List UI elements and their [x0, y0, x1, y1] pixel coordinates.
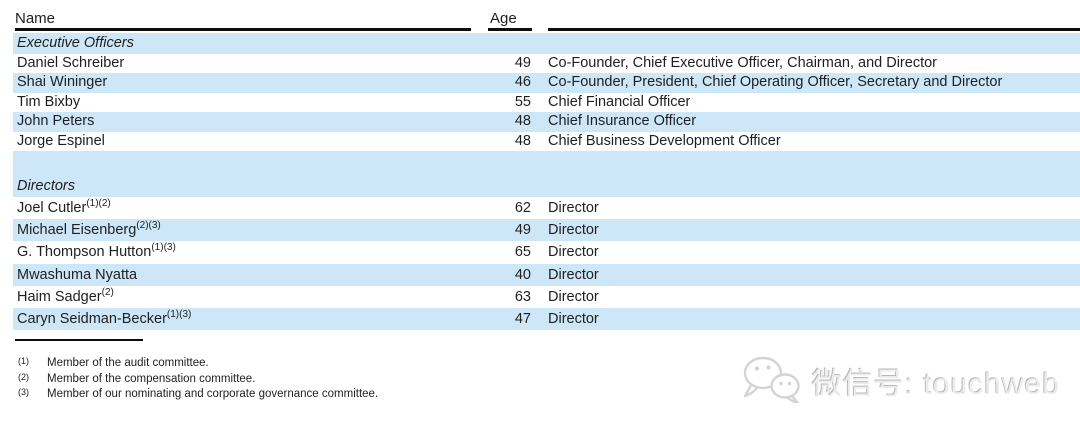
section-label: Directors — [17, 178, 76, 194]
watermark-text: 微信号: touchweb — [811, 367, 1060, 401]
person-position: Chief Insurance Officer — [548, 113, 697, 129]
watermark: 微信号: touchweb — [740, 353, 1060, 408]
person-name: Caryn Seidman-Becker — [17, 310, 167, 327]
table-header-row: Name Age — [0, 0, 1080, 31]
footnote: (1) Member of the audit committee. — [0, 356, 1080, 372]
person-name: G. Thompson Hutton — [17, 244, 152, 261]
section-row-directors: Directors — [13, 173, 1080, 197]
person-position: Co-Founder, President, Chief Operating O… — [548, 74, 1003, 90]
table-row: G. Thompson Hutton(1)(3) 65 Director — [13, 241, 1080, 263]
person-age: 55 — [514, 93, 531, 110]
table-row: Haim Sadger(2) 63 Director — [13, 286, 1080, 308]
table-row: Daniel Schreiber 49 Co-Founder, Chief Ex… — [13, 54, 1080, 74]
footnote-divider — [15, 339, 143, 342]
footnotes: (1) Member of the audit committee. (2) M… — [0, 356, 1080, 403]
person-age: 48 — [514, 132, 531, 149]
header-name: Name — [15, 8, 471, 31]
footnote: (2) Member of the compensation committee… — [0, 372, 1080, 388]
person-position: Director — [548, 222, 599, 239]
person-name: Joel Cutler — [17, 200, 87, 216]
person-age: 49 — [514, 54, 531, 71]
section-label: Executive Officers — [17, 35, 134, 51]
footnote-text: Member of the audit committee. — [47, 357, 209, 370]
person-name: John Peters — [17, 113, 95, 129]
wechat-icon — [740, 353, 802, 408]
footnote-ref: (2)(3) — [136, 220, 161, 232]
person-age: 62 — [514, 200, 531, 216]
person-position: Co-Founder, Chief Executive Officer, Cha… — [548, 54, 937, 71]
header-gap — [471, 8, 488, 31]
header-gap — [532, 8, 548, 31]
person-age: 40 — [514, 266, 531, 283]
table-row: Shai Wininger 46 Co-Founder, President, … — [13, 73, 1080, 93]
person-age: 63 — [514, 288, 531, 305]
table-row: Tim Bixby 55 Chief Financial Officer — [13, 93, 1080, 113]
footnote-ref: (1)(3) — [166, 309, 192, 321]
table-row: Joel Cutler(1)(2) 62 Director — [13, 197, 1080, 219]
person-name: Tim Bixby — [17, 93, 81, 110]
spacer-row — [13, 151, 1080, 173]
footnote-ref: (1)(3) — [151, 242, 176, 254]
officers-table: Executive Officers Daniel Schreiber 49 C… — [0, 33, 1080, 331]
footnote-marker: (2) — [18, 371, 29, 382]
footnote: (3) Member of our nominating and corpora… — [0, 387, 1080, 403]
person-name: Shai Wininger — [17, 74, 108, 90]
person-position: Director — [548, 244, 599, 261]
table-row: Caryn Seidman-Becker(1)(3) 47 Director — [13, 307, 1080, 331]
table-row: Jorge Espinel 48 Chief Business Developm… — [13, 132, 1080, 152]
person-name: Mwashuma Nyatta — [17, 266, 138, 283]
person-name: Daniel Schreiber — [17, 54, 125, 71]
footnote-marker: (3) — [18, 387, 29, 398]
footnote-marker: (1) — [18, 356, 29, 367]
person-age: 65 — [514, 244, 531, 261]
header-age: Age — [488, 8, 532, 31]
person-position: Director — [548, 266, 599, 283]
footnote-text: Member of the compensation committee. — [47, 372, 256, 385]
person-age: 47 — [514, 310, 531, 327]
person-position: Director — [548, 200, 599, 216]
person-position: Chief Business Development Officer — [548, 132, 781, 149]
table-row: Michael Eisenberg(2)(3) 49 Director — [13, 219, 1080, 242]
person-age: 46 — [514, 74, 531, 90]
person-position: Director — [548, 288, 599, 305]
table-row: Mwashuma Nyatta 40 Director — [13, 263, 1080, 286]
person-age: 48 — [514, 113, 531, 129]
person-position: Chief Financial Officer — [548, 93, 691, 110]
section-row-executive-officers: Executive Officers — [13, 33, 1080, 54]
person-position: Director — [548, 310, 599, 327]
person-name: Jorge Espinel — [17, 132, 105, 149]
person-age: 49 — [514, 222, 531, 239]
footnote-text: Member of our nominating and corporate g… — [47, 388, 379, 401]
header-position — [548, 8, 1080, 31]
footnote-ref: (1)(2) — [86, 198, 111, 210]
table-row: John Peters 48 Chief Insurance Officer — [13, 112, 1080, 132]
person-name: Michael Eisenberg — [17, 222, 137, 239]
person-name: Haim Sadger — [17, 288, 102, 305]
footnote-ref: (2) — [101, 286, 114, 298]
